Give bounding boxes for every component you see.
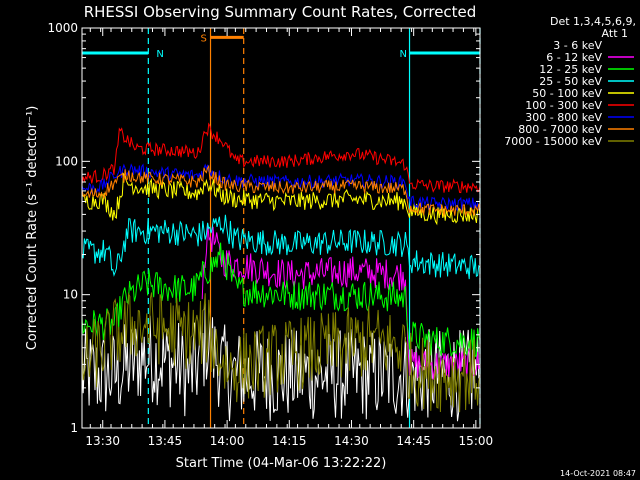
footer-timestamp: 14-Oct-2021 08:47: [560, 469, 636, 478]
chart-title: RHESSI Observing Summary Count Rates, Co…: [84, 3, 477, 21]
flag-label: N: [400, 49, 407, 60]
legend-label: 6 - 12 keV: [546, 51, 602, 64]
legend-header-line-2: Att 1: [602, 27, 628, 40]
y-tick-label: 1000: [47, 21, 78, 35]
legend-label: 12 - 25 keV: [539, 63, 602, 76]
x-tick-label: 14:45: [396, 434, 431, 448]
plot-frame: [81, 27, 481, 429]
legend-label: 7000 - 15000 keV: [504, 135, 602, 148]
y-tick-label: 100: [55, 154, 78, 168]
x-tick-label: 15:00: [459, 434, 494, 448]
series-layer: [81, 122, 481, 422]
series-line-3: [81, 214, 481, 280]
series-line-7: [81, 164, 481, 217]
legend-header-line-1: Det 1,3,4,5,6,9,: [550, 15, 636, 28]
flags-layer: N N S: [82, 33, 480, 60]
legend-label: 100 - 300 keV: [525, 99, 602, 112]
legend-label: 3 - 6 keV: [553, 39, 602, 52]
x-tick-label: 14:30: [334, 434, 369, 448]
legend-label: 300 - 800 keV: [525, 111, 602, 124]
flag-label: N: [156, 49, 163, 60]
series-line-1: [201, 223, 481, 380]
series-line-8: [81, 292, 481, 413]
legend-label: 50 - 100 keV: [532, 87, 602, 100]
x-tick-label: 14:00: [210, 434, 245, 448]
legend-label: 25 - 50 keV: [539, 75, 602, 88]
series-line-6: [81, 163, 481, 212]
axes-layer: 1 10 100 1000 13:30 13:45 14:00 14:15 14:30 14:45…: [47, 21, 493, 448]
legend-label: 800 - 7000 keV: [518, 123, 602, 136]
y-axis-label: Corrected Count Rate (s⁻¹ detector⁻¹): [25, 106, 40, 351]
series-line-5: [81, 122, 481, 194]
y-tick-label: 10: [63, 288, 78, 302]
x-axis-label: Start Time (04-Mar-06 13:22:22): [176, 456, 387, 471]
series-line-2: [81, 242, 481, 358]
x-tick-label: 14:15: [272, 434, 307, 448]
x-tick-label: 13:45: [148, 434, 183, 448]
series-line-0: [81, 303, 481, 422]
flag-label: S: [201, 33, 207, 44]
x-tick-label: 13:30: [85, 434, 120, 448]
y-tick-label: 1: [70, 421, 78, 435]
